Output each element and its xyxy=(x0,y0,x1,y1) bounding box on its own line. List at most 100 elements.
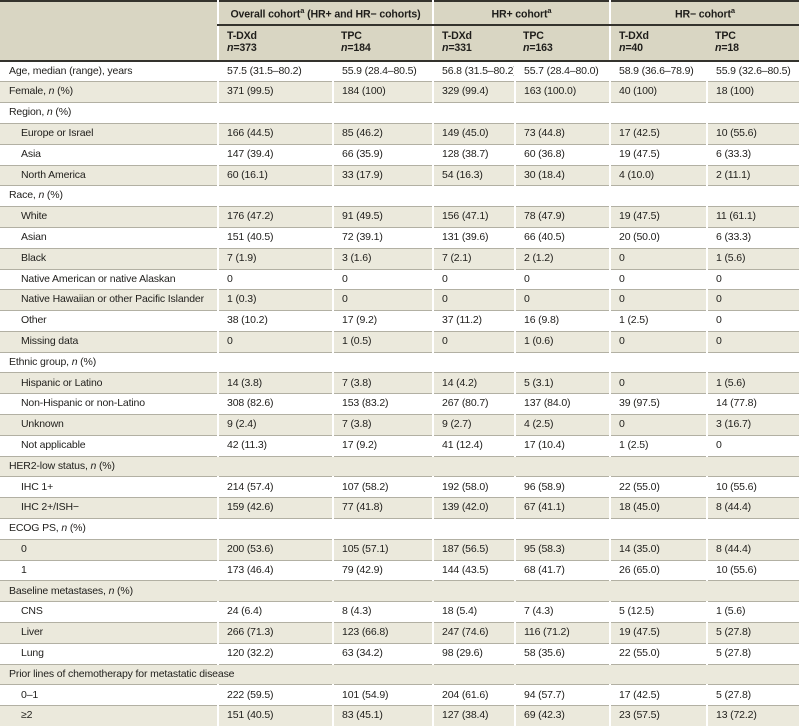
value-cell: 66 (40.5) xyxy=(514,227,610,249)
value-cell: 120 (32.2) xyxy=(217,643,333,665)
value-cell: 0 xyxy=(706,269,799,291)
value-cell: 23 (57.5) xyxy=(609,705,707,726)
value-cell: 151 (40.5) xyxy=(217,227,333,249)
corner-header-cell xyxy=(0,1,218,62)
value-cell: 19 (47.5) xyxy=(609,144,707,166)
table-row: Hispanic or Latino 14 (3.8) 7 (3.8) 14 (4.2… xyxy=(0,372,799,395)
section-row: Ethnic group, n (%) xyxy=(0,352,799,374)
value-cell: 0 xyxy=(332,269,433,291)
value-cell: 94 (57.7) xyxy=(514,684,610,707)
sample-size: n=373 xyxy=(227,41,257,54)
value-cell: 1 (0.6) xyxy=(514,331,610,353)
value-cell: 156 (47.1) xyxy=(432,206,515,228)
value-cell: 151 (40.5) xyxy=(217,705,333,726)
table-row: Missing data 0 1 (0.5) 0 1 (0.6) 0 0 xyxy=(0,331,799,353)
table-row: Europe or Israel 166 (44.5) 85 (46.2) 149 (… xyxy=(0,123,799,145)
value-cell: 2 (11.1) xyxy=(706,165,799,187)
arm-label: TPC xyxy=(523,29,544,42)
section-label: Race, n (%) xyxy=(0,185,799,208)
table-row: 0 200 (53.6) 105 (57.1) 187 (56.5) 95 (58.3)… xyxy=(0,539,799,561)
row-label: ≥2 xyxy=(0,705,218,726)
value-cell: 10 (55.6) xyxy=(706,123,799,145)
value-cell: 163 (100.0) xyxy=(514,81,610,104)
value-cell: 3 (16.7) xyxy=(706,414,799,436)
row-label: 0–1 xyxy=(0,684,218,707)
value-cell: 329 (99.4) xyxy=(432,81,515,104)
row-label: Black xyxy=(0,248,218,270)
value-cell: 16 (9.8) xyxy=(514,310,610,332)
value-cell: 8 (44.4) xyxy=(706,497,799,520)
value-cell: 79 (42.9) xyxy=(332,560,433,582)
value-cell: 20 (50.0) xyxy=(609,227,707,249)
value-cell: 55.9 (32.6–80.5) xyxy=(706,60,799,83)
section-row: HER2-low status, n (%) xyxy=(0,456,799,478)
value-cell: 85 (46.2) xyxy=(332,123,433,145)
table-row: CNS 24 (6.4) 8 (4.3) 18 (5.4) 7 (4.3) 5 (12.5… xyxy=(0,601,799,624)
value-cell: 55.9 (28.4–80.5) xyxy=(332,60,433,83)
value-cell: 0 xyxy=(217,269,333,291)
value-cell: 204 (61.6) xyxy=(432,684,515,707)
value-cell: 13 (72.2) xyxy=(706,705,799,726)
value-cell: 0 xyxy=(706,289,799,312)
section-label: Ethnic group, n (%) xyxy=(0,352,799,374)
col-group-label-suffix: (HR+ and HR− cohorts) xyxy=(304,8,421,21)
value-cell: 1 (0.5) xyxy=(332,331,433,353)
row-label: Europe or Israel xyxy=(0,123,218,145)
value-cell: 107 (58.2) xyxy=(332,476,433,499)
value-cell: 60 (36.8) xyxy=(514,144,610,166)
table-row: White 176 (47.2) 91 (49.5) 156 (47.1) 78 (47… xyxy=(0,206,799,228)
value-cell: 4 (2.5) xyxy=(514,414,610,436)
value-cell: 40 (100) xyxy=(609,81,707,104)
value-cell: 68 (41.7) xyxy=(514,560,610,582)
value-cell: 192 (58.0) xyxy=(432,476,515,499)
value-cell: 123 (66.8) xyxy=(332,622,433,644)
arm-label: T-DXd xyxy=(619,29,649,42)
value-cell: 184 (100) xyxy=(332,81,433,104)
cohort-group-header-row: Overall cohorta (HR+ and HR− cohorts) HR… xyxy=(0,1,799,62)
value-cell: 5 (27.8) xyxy=(706,622,799,644)
arm-label: TPC xyxy=(715,29,736,42)
value-cell: 1 (0.3) xyxy=(217,289,333,312)
value-cell: 173 (46.4) xyxy=(217,560,333,582)
value-cell: 63 (34.2) xyxy=(332,643,433,665)
value-cell: 266 (71.3) xyxy=(217,622,333,644)
value-cell: 77 (41.8) xyxy=(332,497,433,520)
value-cell: 7 (1.9) xyxy=(217,248,333,270)
table-row: North America 60 (16.1) 33 (17.9) 54 (16.3)… xyxy=(0,165,799,187)
value-cell: 91 (49.5) xyxy=(332,206,433,228)
col-group-label: Overall cohort xyxy=(230,8,301,21)
value-cell: 8 (44.4) xyxy=(706,539,799,561)
value-cell: 101 (54.9) xyxy=(332,684,433,707)
col-header-tpc-hr-negative: TPC n=18 xyxy=(707,24,799,62)
value-cell: 1 (5.6) xyxy=(706,248,799,270)
value-cell: 33 (17.9) xyxy=(332,165,433,187)
value-cell: 66 (35.9) xyxy=(332,144,433,166)
value-cell: 7 (2.1) xyxy=(432,248,515,270)
row-label: 0 xyxy=(0,539,218,561)
value-cell: 214 (57.4) xyxy=(217,476,333,499)
value-cell: 1 (2.5) xyxy=(609,310,707,332)
table-row: Asia 147 (39.4) 66 (35.9) 128 (38.7) 60 (36.… xyxy=(0,144,799,166)
col-header-tdxd-overall: T-DXd n=373 xyxy=(217,24,333,62)
section-label: Region, n (%) xyxy=(0,102,799,124)
arm-label: T-DXd xyxy=(227,29,257,42)
value-cell: 3 (1.6) xyxy=(332,248,433,270)
row-label: Native American or native Alaskan xyxy=(0,269,218,291)
sample-size: n=163 xyxy=(523,41,553,54)
row-label: IHC 2+/ISH− xyxy=(0,497,218,520)
row-label: Age, median (range), years xyxy=(0,60,218,83)
table-row: Other 38 (10.2) 17 (9.2) 37 (11.2) 16 (9.8) 1… xyxy=(0,310,799,332)
table-row: Native Hawaiian or other Pacific Islande… xyxy=(0,289,799,312)
table-row: 0–1 222 (59.5) 101 (54.9) 204 (61.6) 94 (57.… xyxy=(0,684,799,707)
col-header-tpc-hr-positive: TPC n=163 xyxy=(515,24,610,62)
row-label: Liver xyxy=(0,622,218,644)
value-cell: 0 xyxy=(432,331,515,353)
section-label: Baseline metastases, n (%) xyxy=(0,580,799,603)
value-cell: 38 (10.2) xyxy=(217,310,333,332)
value-cell: 2 (1.2) xyxy=(514,248,610,270)
table-row: ≥2 151 (40.5) 83 (45.1) 127 (38.4) 69 (42.3)… xyxy=(0,705,799,726)
value-cell: 42 (11.3) xyxy=(217,435,333,457)
table-row: IHC 1+ 214 (57.4) 107 (58.2) 192 (58.0) 96 (… xyxy=(0,476,799,499)
col-header-tdxd-hr-positive: T-DXd n=331 xyxy=(432,24,515,62)
col-group-overall-cohort: Overall cohorta (HR+ and HR− cohorts) xyxy=(217,1,433,26)
